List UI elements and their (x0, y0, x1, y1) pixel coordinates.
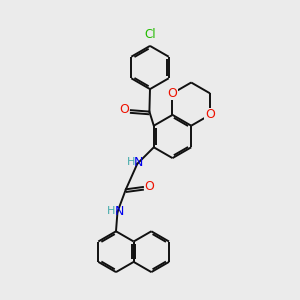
Text: H: H (107, 206, 115, 216)
Text: O: O (168, 87, 177, 100)
Text: O: O (120, 103, 129, 116)
Text: N: N (114, 205, 124, 218)
Text: O: O (144, 180, 154, 193)
Text: O: O (205, 108, 215, 122)
Text: H: H (127, 157, 135, 167)
Text: Cl: Cl (144, 28, 156, 41)
Text: N: N (134, 156, 143, 170)
